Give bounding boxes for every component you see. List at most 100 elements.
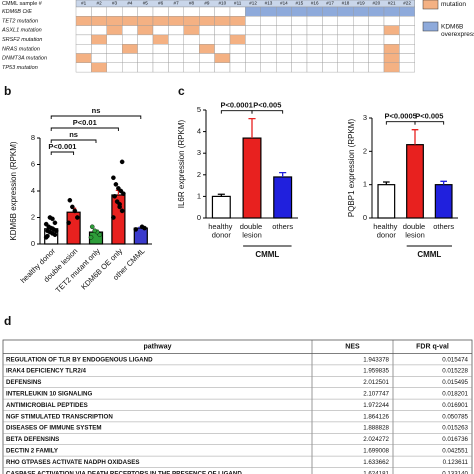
y-axis-label: PQBP1 expression (RPKM) [347, 119, 356, 218]
y-tick-label: 0 [363, 213, 367, 222]
data-point [72, 208, 78, 214]
cell [137, 6, 154, 17]
cell [291, 53, 308, 64]
cell [106, 53, 123, 64]
x-tick-label: healthy donor [208, 222, 234, 240]
data-point [89, 224, 95, 230]
cell [152, 16, 169, 26]
y-tick-label: 3 [197, 148, 201, 157]
cell [260, 34, 277, 45]
row-label: KDM6B O/E [2, 9, 32, 15]
column-label: #11 [234, 1, 242, 6]
cell [245, 25, 261, 36]
data-point [43, 221, 49, 227]
bar [434, 184, 453, 219]
cell [229, 62, 246, 73]
cell [198, 16, 215, 26]
table-cell: INTERLEUKIN 10 SIGNALING [6, 391, 92, 398]
cell [198, 34, 215, 45]
cell [152, 53, 169, 64]
column-label: #10 [218, 1, 226, 6]
cell [245, 62, 261, 73]
data-point [139, 224, 145, 230]
cell [121, 53, 138, 64]
table-cell: 0.123611 [443, 459, 469, 466]
y-tick-label: 1 [363, 180, 367, 189]
cell [306, 62, 323, 73]
cell [353, 25, 369, 36]
cell [383, 16, 400, 26]
cell [214, 6, 231, 17]
cell [383, 53, 400, 64]
cell [322, 62, 338, 73]
x-tick-label: healthy donor [373, 222, 399, 240]
column-label: #12 [249, 1, 257, 6]
y-tick-label: 2 [363, 146, 367, 155]
cell [399, 6, 415, 17]
error-bar [279, 171, 287, 177]
cell [168, 34, 184, 45]
table-cell: 1.624181 [363, 470, 389, 474]
cell [121, 25, 138, 36]
cell [106, 25, 123, 36]
cell [260, 44, 277, 54]
group-label: CMML [417, 250, 441, 259]
y-tick-label: 5 [197, 105, 201, 114]
cell [368, 44, 385, 54]
y-tick-label: 2 [197, 170, 201, 179]
row-label: TET2 mutation [2, 18, 38, 24]
table-cell: 0.015495 [442, 379, 468, 386]
table-cell: DECTIN 2 FAMILY [6, 448, 59, 455]
table-cell: 1.943378 [363, 356, 389, 363]
table-cell: 0.015263 [442, 425, 468, 432]
legend-label: mutation [441, 1, 466, 8]
cell [306, 25, 323, 36]
data-point [111, 215, 116, 220]
cell [353, 53, 369, 64]
y-tick-label: 1 [197, 191, 201, 200]
table-cell: 2.107747 [363, 391, 389, 398]
cell [353, 62, 369, 73]
cell [306, 44, 323, 54]
cell [276, 16, 292, 26]
significance-label: ns [69, 130, 78, 139]
cell [322, 34, 338, 45]
table-cell: 0.016736 [442, 436, 468, 443]
cell [229, 6, 246, 17]
column-label: #15 [295, 1, 303, 6]
data-point [117, 201, 122, 207]
error-bar [217, 193, 225, 197]
cell [291, 44, 308, 54]
bar [406, 144, 424, 219]
table-cell: 0.016901 [442, 402, 468, 409]
cell [91, 44, 108, 54]
y-tick-label: 3 [363, 113, 367, 122]
cell [368, 34, 385, 45]
cell [399, 53, 415, 64]
row-label: DNMT3A mutation [2, 56, 47, 62]
column-label: #20 [372, 1, 380, 6]
cell [214, 53, 231, 64]
cell [291, 16, 308, 26]
cell [337, 16, 354, 26]
cell [245, 34, 261, 45]
column-label: #4 [127, 1, 133, 6]
cell [168, 62, 184, 73]
significance-label: P<0.005 [415, 112, 443, 121]
cell [121, 6, 138, 17]
cell [168, 6, 184, 17]
table-cell: IRAK4 DEFICIENCY TLR2/4 [6, 368, 87, 375]
cell [168, 25, 184, 36]
cell [75, 44, 92, 54]
cell [260, 16, 277, 26]
data-point [133, 227, 139, 232]
table-cell: CASPASE ACTIVATION VIA DEATH RECEPTORS I… [6, 470, 242, 474]
cell [383, 25, 400, 36]
row-label: ASXL1 mutation [1, 28, 42, 34]
cell [106, 16, 123, 26]
cell [399, 62, 415, 73]
x-tick-label: others [272, 222, 293, 231]
cell [291, 6, 308, 17]
cell [245, 6, 261, 17]
cell [91, 16, 108, 26]
